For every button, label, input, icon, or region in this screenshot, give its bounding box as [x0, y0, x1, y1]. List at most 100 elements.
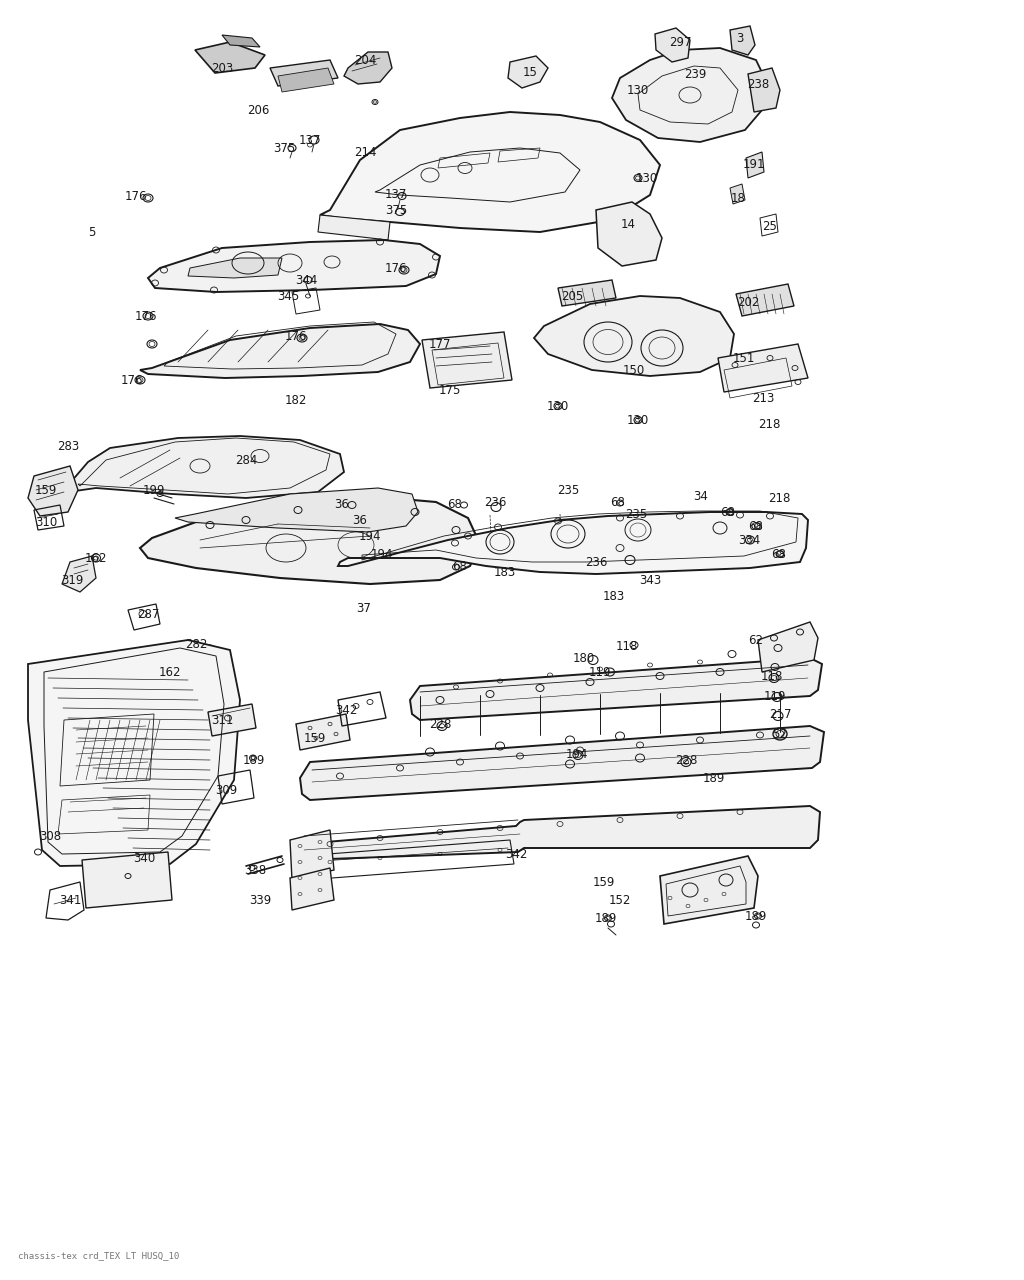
- Text: 235: 235: [625, 507, 647, 521]
- Text: 137: 137: [299, 133, 322, 146]
- Text: 218: 218: [758, 417, 780, 430]
- Text: 151: 151: [733, 352, 755, 365]
- Text: 52: 52: [772, 727, 787, 741]
- Text: 36: 36: [352, 513, 368, 526]
- Text: 159: 159: [593, 876, 615, 888]
- Text: 283: 283: [57, 439, 79, 453]
- Polygon shape: [140, 324, 420, 378]
- Polygon shape: [318, 215, 390, 241]
- Polygon shape: [52, 436, 344, 498]
- Text: 309: 309: [215, 783, 238, 796]
- Text: 118: 118: [615, 640, 638, 653]
- Text: 311: 311: [211, 713, 233, 727]
- Polygon shape: [300, 726, 824, 800]
- Text: 342: 342: [505, 847, 527, 860]
- Text: 375: 375: [272, 142, 295, 155]
- Text: 68: 68: [610, 495, 626, 508]
- Text: 340: 340: [133, 851, 155, 864]
- Text: 282: 282: [184, 637, 207, 650]
- Polygon shape: [655, 28, 690, 61]
- Text: 62: 62: [749, 634, 764, 646]
- Text: 14: 14: [621, 218, 636, 230]
- Text: 159: 159: [35, 484, 57, 497]
- Polygon shape: [278, 68, 334, 92]
- Text: 68: 68: [721, 506, 735, 518]
- Text: 341: 341: [58, 893, 81, 906]
- Text: 194: 194: [371, 548, 393, 561]
- Text: 150: 150: [623, 364, 645, 376]
- Text: 152: 152: [609, 893, 631, 906]
- Text: 339: 339: [249, 893, 271, 906]
- Polygon shape: [612, 47, 768, 142]
- Text: 130: 130: [636, 172, 658, 184]
- Text: 176: 176: [125, 189, 147, 202]
- Text: chassis-tex crd_TEX LT HUSQ_10: chassis-tex crd_TEX LT HUSQ_10: [18, 1252, 179, 1261]
- Text: 238: 238: [746, 78, 769, 91]
- Text: 236: 236: [585, 556, 607, 568]
- Text: 203: 203: [211, 61, 233, 74]
- Text: 189: 189: [595, 911, 617, 924]
- Polygon shape: [508, 56, 548, 88]
- Text: 319: 319: [60, 573, 83, 586]
- Text: 137: 137: [385, 187, 408, 201]
- Polygon shape: [290, 868, 334, 910]
- Text: 68: 68: [749, 520, 764, 532]
- Polygon shape: [148, 241, 440, 292]
- Polygon shape: [660, 856, 758, 924]
- Polygon shape: [188, 259, 282, 278]
- Text: 68: 68: [447, 498, 463, 511]
- Text: 194: 194: [358, 530, 381, 543]
- Text: 34: 34: [693, 489, 709, 503]
- Text: 297: 297: [669, 36, 691, 49]
- Polygon shape: [195, 42, 265, 73]
- Polygon shape: [344, 52, 392, 84]
- Polygon shape: [410, 658, 822, 719]
- Polygon shape: [718, 344, 808, 392]
- Text: 37: 37: [356, 602, 372, 614]
- Text: 182: 182: [285, 393, 307, 407]
- Polygon shape: [28, 640, 240, 867]
- Polygon shape: [736, 284, 794, 316]
- Text: 204: 204: [354, 54, 376, 67]
- Text: 159: 159: [304, 731, 327, 745]
- Polygon shape: [270, 60, 338, 86]
- Text: 3: 3: [736, 32, 743, 45]
- Polygon shape: [730, 184, 745, 204]
- Polygon shape: [422, 332, 512, 388]
- Text: 162: 162: [85, 552, 108, 564]
- Text: 18: 18: [730, 192, 745, 205]
- Polygon shape: [596, 202, 662, 266]
- Text: 191: 191: [742, 159, 765, 172]
- Text: 218: 218: [768, 492, 791, 504]
- Text: 162: 162: [159, 666, 181, 678]
- Text: 334: 334: [738, 534, 760, 547]
- Text: 310: 310: [35, 516, 57, 529]
- Text: 5: 5: [88, 225, 95, 238]
- Text: 176: 176: [121, 374, 143, 387]
- Text: 342: 342: [335, 704, 357, 717]
- Polygon shape: [730, 26, 755, 55]
- Text: 130: 130: [627, 413, 649, 426]
- Text: 308: 308: [39, 829, 61, 842]
- Text: 189: 189: [243, 754, 265, 767]
- Text: 68: 68: [453, 559, 467, 572]
- Text: 199: 199: [142, 484, 165, 497]
- Text: 214: 214: [353, 146, 376, 159]
- Text: 228: 228: [675, 754, 697, 767]
- Polygon shape: [175, 488, 418, 532]
- Polygon shape: [222, 35, 260, 47]
- Text: 189: 189: [702, 772, 725, 785]
- Polygon shape: [746, 152, 764, 178]
- Text: 176: 176: [385, 261, 408, 274]
- Text: 213: 213: [752, 392, 774, 404]
- Text: 130: 130: [627, 83, 649, 96]
- Text: 217: 217: [769, 709, 792, 722]
- Text: 119: 119: [764, 690, 786, 703]
- Text: 287: 287: [137, 608, 159, 621]
- Polygon shape: [558, 280, 616, 306]
- Text: 36: 36: [335, 498, 349, 511]
- Text: 194: 194: [565, 748, 588, 760]
- Text: 202: 202: [737, 296, 759, 308]
- Text: 343: 343: [639, 573, 662, 586]
- Text: 176: 176: [285, 329, 307, 343]
